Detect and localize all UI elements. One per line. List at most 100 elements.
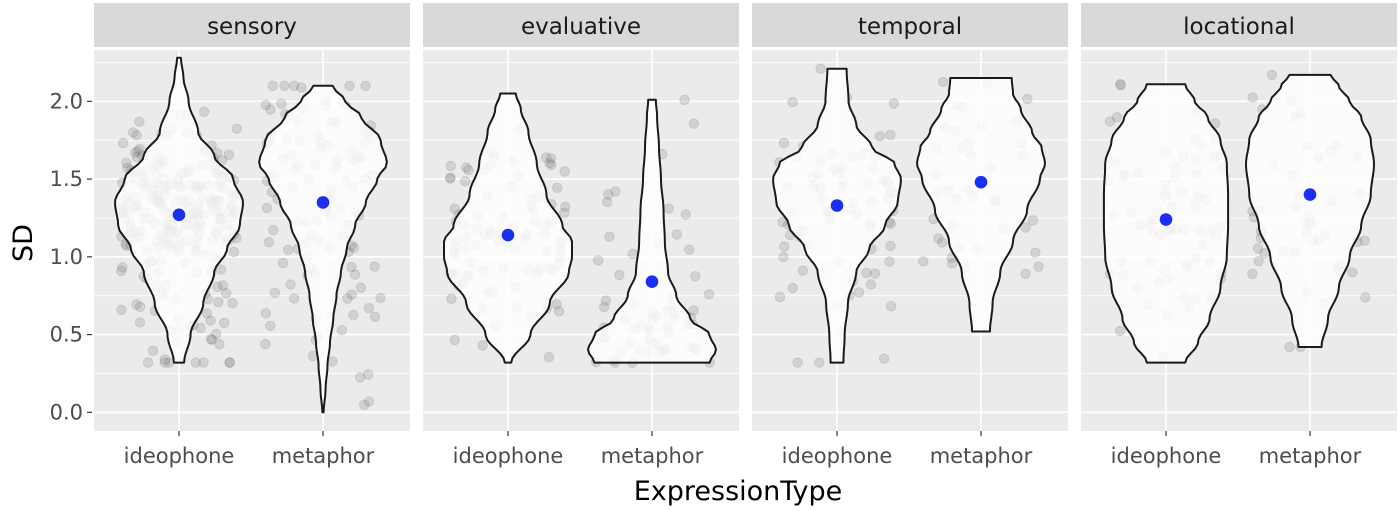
x-tick-label: ideophone [124, 444, 235, 468]
jitter-point [544, 157, 556, 169]
mean-point [974, 175, 988, 189]
jitter-point [679, 94, 690, 106]
jitter-point [888, 98, 900, 109]
jitter-point [348, 309, 359, 321]
jitter-point [267, 80, 278, 92]
facet-strip-label: sensory [207, 14, 297, 40]
jitter-point [346, 289, 357, 300]
mean-point [316, 196, 330, 209]
jitter-point [116, 304, 127, 316]
jitter-point [336, 325, 348, 336]
jitter-point [277, 257, 289, 269]
y-tick-label: 1.5 [50, 167, 83, 191]
y-tick-label: 2.0 [50, 89, 83, 113]
jitter-point [355, 282, 367, 293]
jitter-point [268, 224, 279, 236]
jitter-point [688, 118, 700, 129]
jitter-point [552, 182, 563, 194]
y-axis-title: SD [8, 224, 39, 262]
mean-point [1159, 213, 1173, 226]
jitter-point [1247, 92, 1258, 103]
jitter-point [224, 357, 235, 368]
jitter-point [132, 145, 144, 157]
jitter-point [797, 265, 809, 276]
jitter-point [224, 357, 235, 368]
jitter-point [1022, 93, 1033, 105]
jitter-point [214, 339, 225, 350]
jitter-point [1111, 112, 1123, 123]
jitter-point [360, 80, 371, 92]
facet-panel-locational: locational ideophone metaphor [1081, 3, 1397, 468]
jitter-point [210, 328, 222, 340]
jitter-point [815, 63, 826, 74]
jitter-point [190, 357, 202, 368]
jitter-point [1360, 292, 1371, 303]
jitter-point [449, 203, 460, 214]
jitter-point [285, 279, 296, 290]
jitter-point [680, 209, 691, 220]
x-axis-title: ExpressionType [634, 476, 843, 507]
jitter-point [213, 297, 224, 308]
jitter-point [288, 293, 300, 304]
jitter-point [131, 299, 142, 310]
x-tick-label: ideophone [782, 444, 893, 468]
jitter-point [296, 82, 307, 93]
jitter-point [874, 131, 886, 142]
jitter-point [461, 162, 472, 173]
y-tick-label: 0.0 [50, 400, 83, 424]
y-tick-label: 1.0 [50, 245, 83, 269]
jitter-point [227, 298, 238, 309]
jitter-point [127, 127, 139, 138]
y-axis: 0.0 0.5 1.0 1.5 2.0 [50, 89, 92, 424]
jitter-point [223, 149, 235, 161]
jitter-point [460, 176, 471, 187]
jitter-point [559, 166, 570, 177]
jitter-point [560, 201, 571, 213]
jitter-point [231, 123, 243, 134]
violin-group-ideophone [114, 56, 244, 368]
jitter-point [688, 305, 699, 316]
jitter-point [205, 315, 216, 326]
jitter-point [933, 233, 944, 244]
jitter-point [599, 302, 610, 313]
jitter-point [604, 231, 615, 242]
jitter-point [684, 244, 695, 255]
jitter-point [1114, 325, 1126, 337]
facet-panel-evaluative: evaluative ideophone metaphor [423, 3, 739, 468]
mean-point [645, 275, 659, 289]
x-tick-label: metaphor [601, 444, 704, 468]
jitter-point [289, 80, 300, 92]
facet-panel-temporal: temporal ideophone metaphor [752, 3, 1068, 468]
jitter-point [1033, 261, 1044, 272]
violin-shape [916, 77, 1046, 333]
jitter-point [778, 137, 790, 149]
jitter-point [886, 301, 897, 312]
jitter-point [218, 317, 230, 329]
x-tick-label: ideophone [453, 444, 564, 468]
facet-strip [94, 3, 410, 47]
violin-shape [1245, 73, 1375, 348]
violin-group-ideophone [1102, 78, 1230, 364]
jitter-point [363, 396, 375, 407]
jitter-point [551, 299, 562, 310]
jitter-point [142, 357, 154, 368]
jitter-point [205, 333, 217, 345]
violin-shape [258, 84, 388, 414]
jitter-point [130, 147, 141, 158]
jitter-point [445, 160, 456, 172]
jitter-point [134, 116, 145, 128]
facet-strip [423, 3, 739, 47]
facet-strip-label: temporal [858, 14, 962, 40]
jitter-point [131, 129, 142, 141]
jitter-point [342, 293, 353, 304]
violin-shape [772, 67, 902, 364]
facet-strip [1081, 3, 1397, 47]
jitter-point [260, 338, 271, 350]
jitter-point [1115, 80, 1126, 91]
jitter-point [363, 303, 375, 314]
jitter-point [1247, 268, 1258, 280]
jitter-point [220, 288, 232, 299]
jitter-point [217, 280, 229, 291]
jitter-point [1359, 235, 1370, 246]
